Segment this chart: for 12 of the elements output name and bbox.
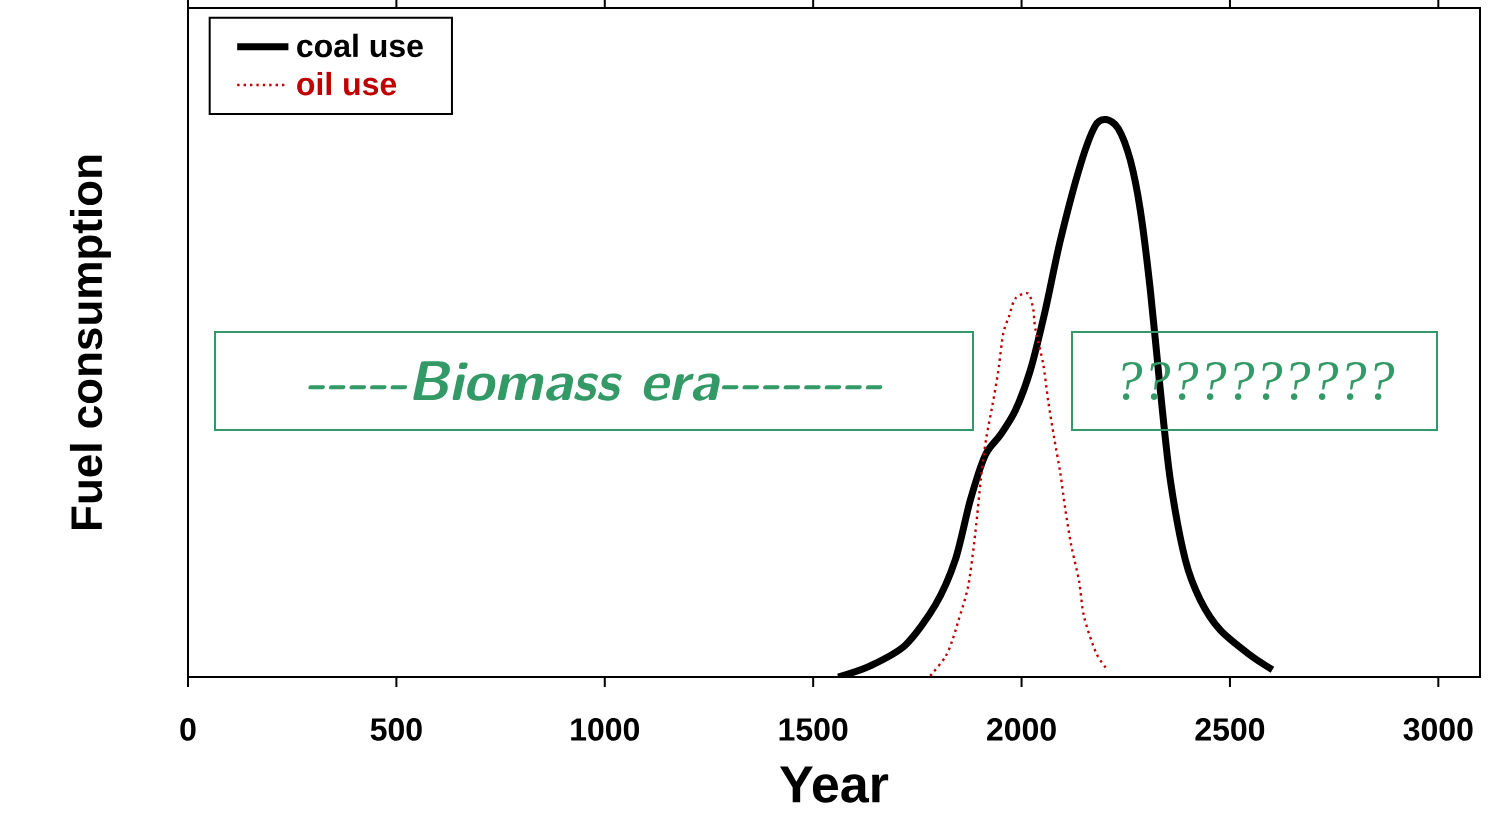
x-tick-label: 2500 — [1195, 718, 1265, 741]
x-tick-label: 500 — [370, 718, 422, 741]
annotation: -----Biomass era-------- — [308, 361, 883, 401]
legend-label: coal use — [297, 33, 423, 58]
y-axis-title: Fuel consumption — [69, 155, 111, 529]
x-tick-label: 2000 — [987, 718, 1056, 741]
x-tick-label: 1000 — [571, 718, 640, 741]
x-tick-label: 0 — [180, 718, 196, 741]
x-tick-label: 3000 — [1403, 718, 1473, 741]
x-axis-title: Year — [779, 766, 889, 803]
x-tick-label: 1500 — [779, 718, 848, 741]
legend-label: oil use — [297, 71, 397, 96]
